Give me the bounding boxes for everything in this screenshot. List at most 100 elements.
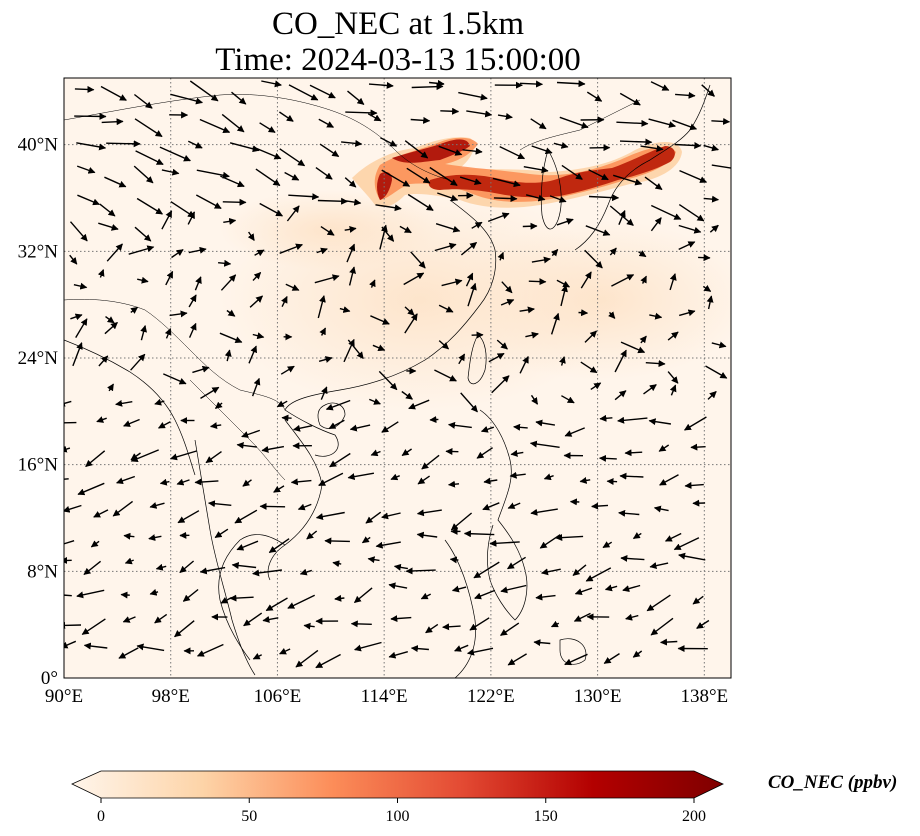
- wind-arrow: [85, 450, 106, 468]
- wind-arrow: [353, 587, 373, 604]
- wind-arrow: [458, 91, 488, 101]
- wind-arrow: [192, 365, 210, 374]
- wind-arrow: [76, 142, 107, 151]
- wind-arrow: [683, 416, 707, 431]
- wind-arrow: [639, 335, 647, 344]
- wind-arrow: [229, 142, 260, 153]
- wind-arrow: [361, 536, 371, 544]
- wind-arrow: [205, 451, 222, 464]
- wind-arrow: [195, 194, 222, 210]
- wind-arrow: [318, 356, 333, 363]
- wind-arrow: [347, 90, 365, 105]
- wind-arrow: [459, 176, 482, 186]
- wind-arrow: [369, 279, 376, 288]
- wind-arrow: [343, 198, 362, 206]
- wind-arrow: [650, 217, 662, 232]
- colorbar-tick-label: 200: [682, 808, 706, 825]
- wind-arrow: [118, 647, 139, 659]
- wind-arrow: [76, 165, 96, 174]
- wind-arrow: [473, 561, 500, 579]
- wind-arrow: [599, 454, 617, 462]
- wind-arrow: [381, 421, 399, 433]
- wind-arrow: [618, 509, 640, 517]
- wind-arrow: [555, 534, 584, 542]
- wind-arrow: [578, 309, 589, 317]
- wind-arrow: [75, 318, 88, 338]
- wind-arrow: [669, 273, 677, 291]
- wind-arrow: [458, 353, 466, 365]
- wind-arrow: [707, 390, 717, 400]
- wind-arrow: [120, 591, 130, 599]
- wind-arrow: [500, 298, 515, 306]
- wind-arrow: [252, 332, 265, 340]
- wind-arrow: [64, 399, 72, 407]
- wind-arrow: [507, 653, 527, 666]
- wind-arrow: [614, 349, 627, 373]
- wind-arrow: [650, 617, 674, 636]
- wind-arrow: [221, 113, 245, 133]
- wind-arrow: [214, 401, 223, 409]
- wind-arrow: [268, 538, 290, 554]
- wind-arrow: [379, 224, 388, 250]
- wind-arrow: [188, 294, 197, 308]
- wind-arrow: [460, 392, 478, 413]
- wind-arrow: [556, 80, 586, 88]
- wind-arrow: [696, 619, 710, 629]
- wind-arrow: [99, 203, 116, 217]
- wind-arrow: [130, 306, 139, 314]
- wind-arrow: [328, 419, 345, 430]
- wind-arrow: [171, 249, 184, 259]
- wind-arrow: [341, 139, 363, 147]
- wind-arrow: [640, 275, 647, 284]
- wind-arrow: [64, 621, 82, 629]
- wind-arrow: [535, 593, 556, 601]
- wind-arrow: [658, 444, 670, 452]
- colorbar-tick-label: 0: [97, 808, 105, 825]
- wind-arrow: [116, 475, 136, 485]
- mongolia-border: [64, 94, 451, 181]
- wind-arrow: [586, 91, 603, 102]
- wind-arrow: [104, 321, 118, 335]
- colorbar-bar: [71, 770, 724, 799]
- wind-arrow: [315, 511, 345, 520]
- wind-arrow: [297, 503, 312, 511]
- wind-arrow: [675, 91, 696, 99]
- wind-arrow: [93, 509, 109, 518]
- wind-arrow: [559, 116, 589, 129]
- wind-arrow: [501, 281, 513, 294]
- wind-arrow: [378, 370, 398, 391]
- wind-arrow: [421, 454, 440, 470]
- wind-arrow: [273, 485, 285, 493]
- china-coast: [284, 199, 497, 457]
- wind-arrow: [295, 649, 319, 668]
- wind-arrow: [410, 645, 429, 653]
- wind-arrow: [513, 423, 528, 431]
- wind-arrow: [64, 640, 77, 649]
- lat-tick-label: 16°N: [18, 455, 59, 476]
- laos-border: [189, 379, 286, 481]
- wind-arrow: [701, 84, 715, 97]
- wind-arrow: [649, 312, 663, 320]
- wind-arrow: [711, 341, 727, 349]
- wind-arrow: [279, 148, 306, 167]
- wind-arrow: [437, 192, 459, 202]
- wind-arrow: [609, 247, 617, 256]
- wind-arrow: [705, 365, 728, 379]
- wind-arrow: [448, 421, 472, 429]
- wind-arrow: [170, 450, 197, 461]
- wind-arrow: [159, 146, 191, 162]
- wind-arrow: [214, 528, 229, 539]
- wind-arrow: [370, 315, 390, 325]
- wind-arrow: [346, 243, 356, 263]
- wind-arrow: [648, 418, 672, 426]
- wind-arrow: [247, 231, 255, 241]
- wind-arrow: [560, 284, 568, 307]
- wind-arrow: [703, 144, 719, 152]
- wind-arrow: [154, 613, 168, 624]
- colorbar: 0 50 100 150 200: [71, 770, 724, 825]
- wind-arrow: [318, 472, 344, 487]
- wind-arrow: [564, 653, 588, 666]
- wind-arrow: [448, 480, 460, 488]
- wind-arrow: [620, 341, 646, 354]
